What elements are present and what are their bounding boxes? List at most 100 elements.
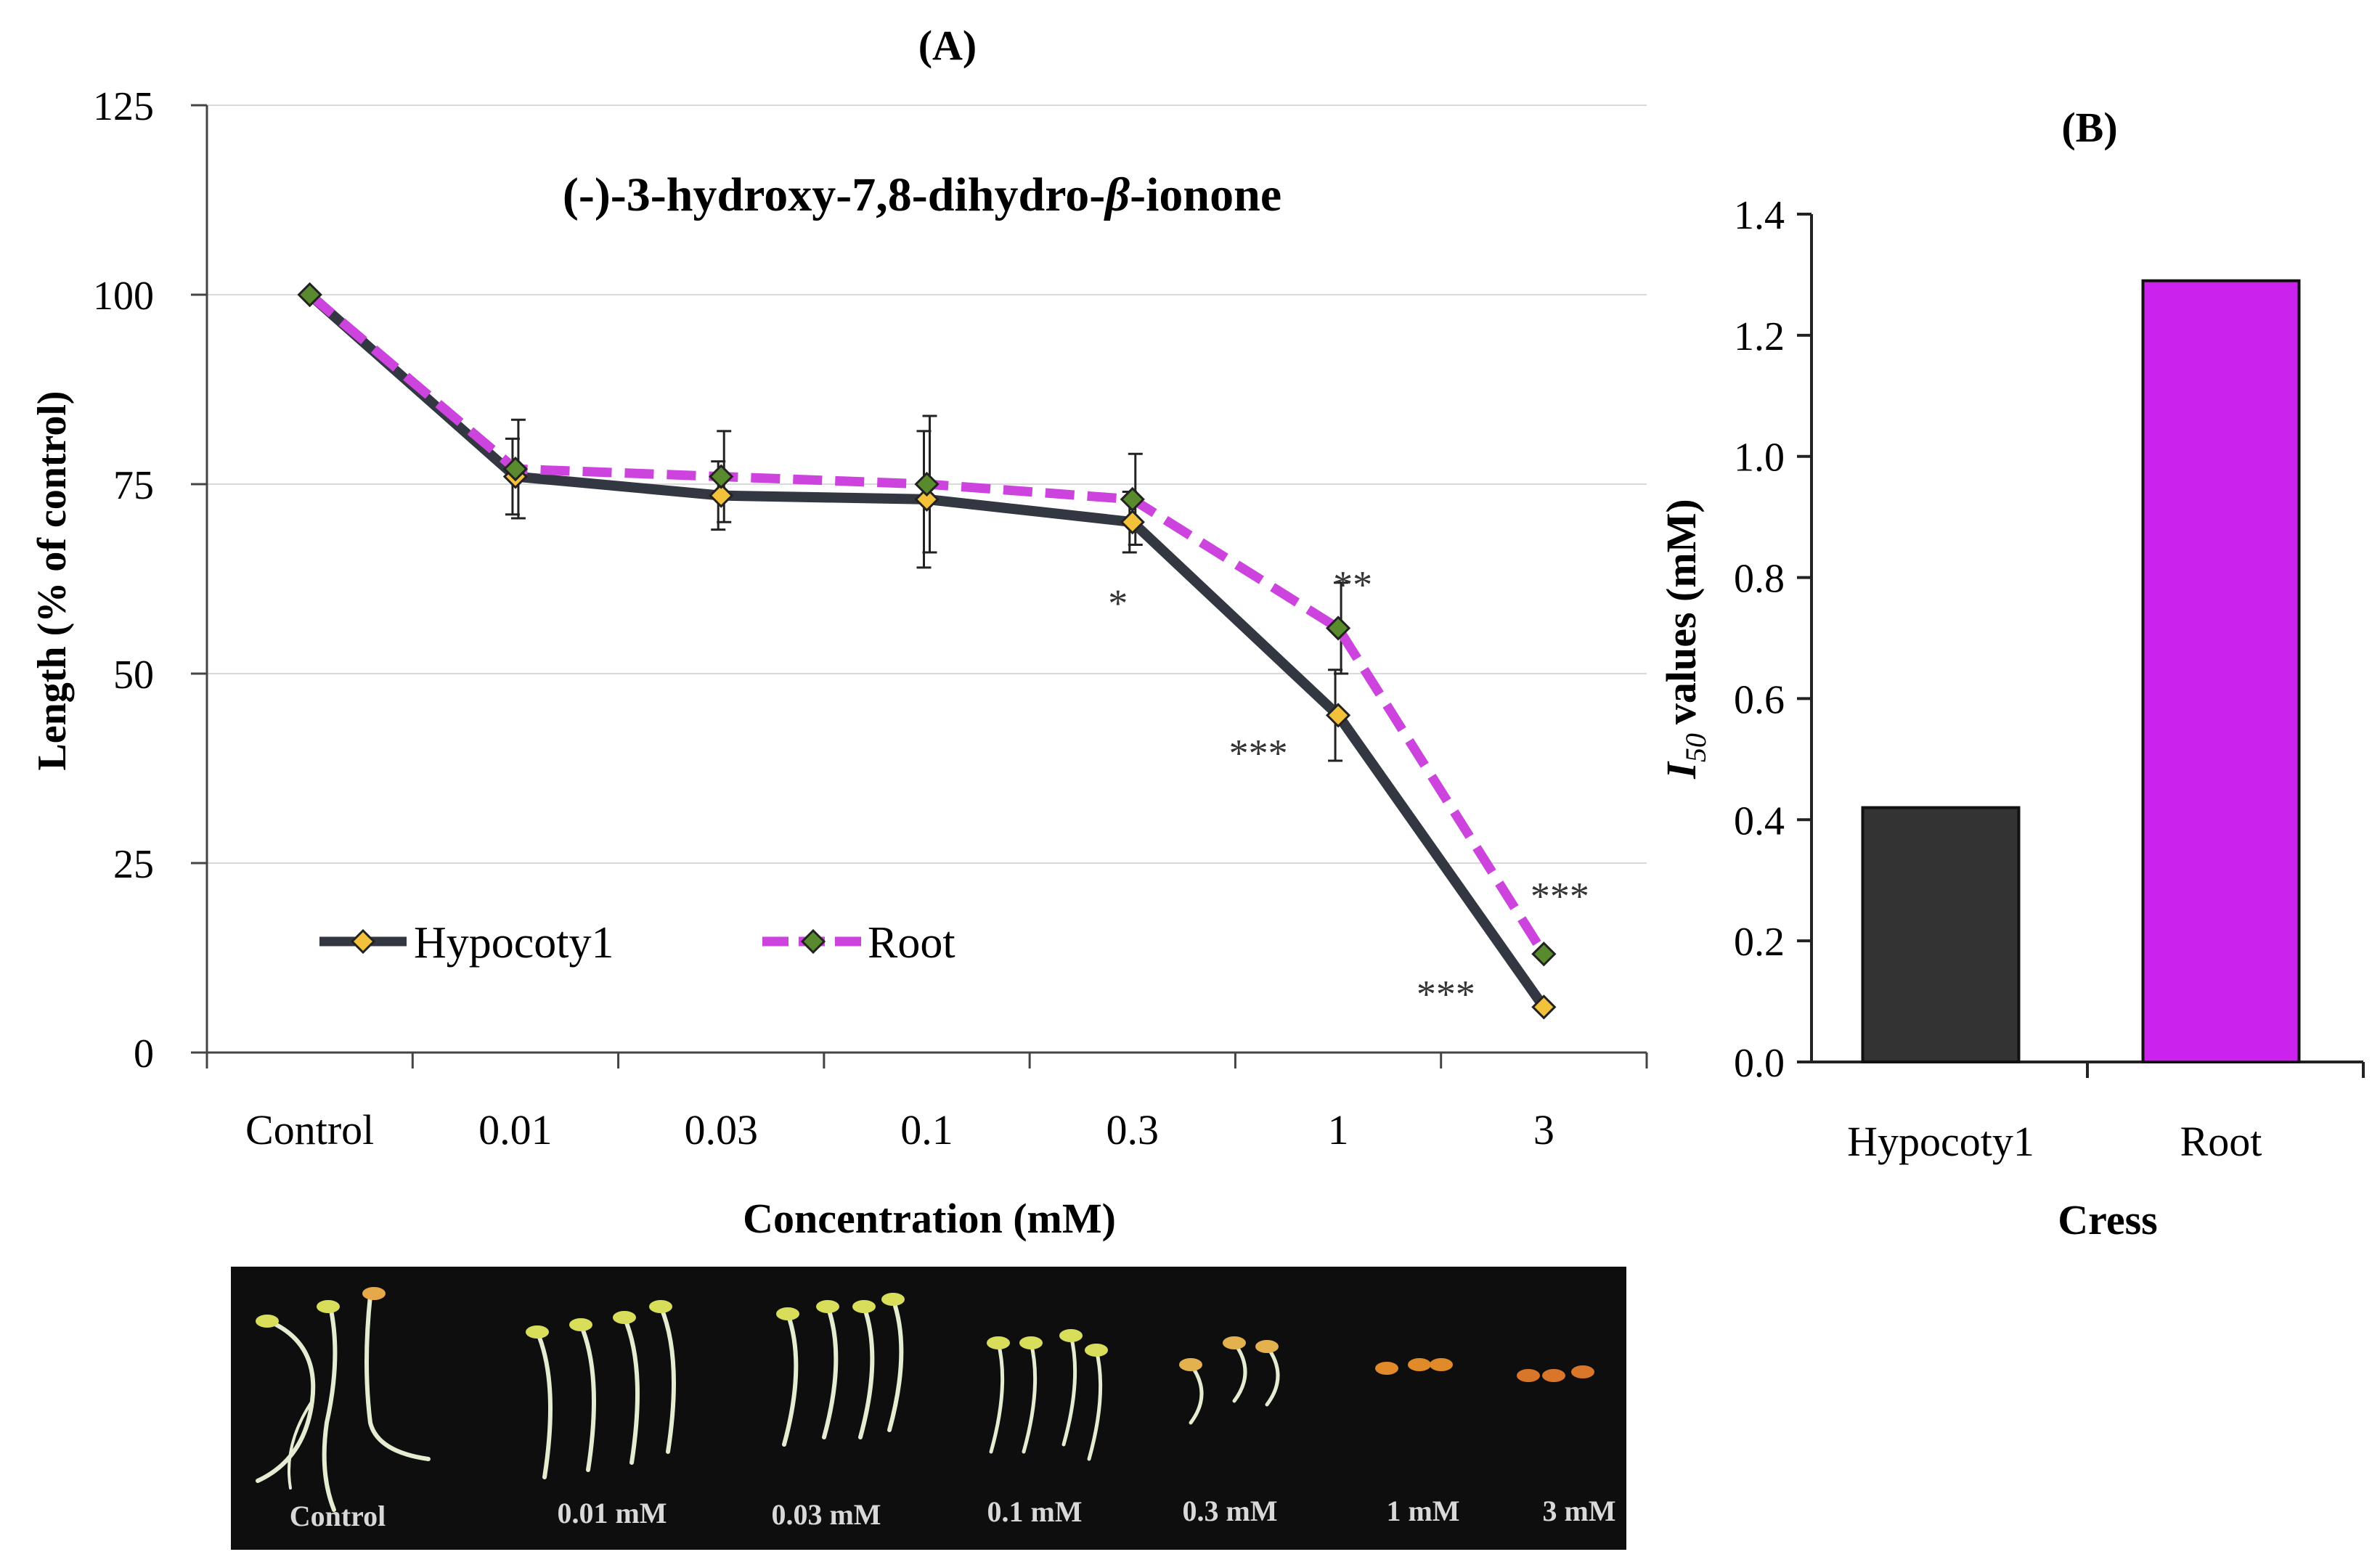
marker-root xyxy=(1120,486,1145,512)
seedling-cotyledon xyxy=(649,1300,672,1313)
marker-root xyxy=(914,471,940,497)
panel-a-series-lines xyxy=(306,290,1549,1010)
marker-root xyxy=(1325,616,1351,641)
y-tick-label: 0.0 xyxy=(1734,1041,1785,1086)
seedling-stem xyxy=(822,1304,839,1439)
seedling-photo: Control 0.01 mM 0.03 mM 0.1 mM 0.3 mM 1 mM 3 m… xyxy=(231,1267,1626,1550)
seedling-stem xyxy=(659,1304,676,1454)
photo-labels: Control 0.01 mM 0.03 mM 0.1 mM 0.3 mM 1 mM 3 m… xyxy=(290,1495,1616,1532)
y-tick-label: 1.4 xyxy=(1734,193,1785,238)
seedling-cotyledon xyxy=(362,1287,386,1300)
panel-b-x-tick-labels: Hypocoty1 Root xyxy=(1847,1062,2365,1165)
seedling-stem xyxy=(1087,1348,1103,1461)
significance-hypocotyl: *** xyxy=(1417,972,1475,1016)
significance-root: *** xyxy=(1531,874,1589,918)
i50-subscript: 50 xyxy=(1679,733,1712,762)
i50-label-text: values (mM) xyxy=(1658,499,1705,724)
y-tick-label: 1.0 xyxy=(1734,436,1785,481)
seedling-cotyledon xyxy=(881,1293,905,1306)
seedling-stem xyxy=(1061,1333,1077,1447)
x-tick-label: 0.3 xyxy=(1107,1106,1160,1153)
significance-hypocotyl: * xyxy=(1108,581,1128,625)
photo-label: 0.01 mM xyxy=(557,1497,667,1529)
marker-hypocotyl xyxy=(709,483,734,508)
y-tick-label: 0 xyxy=(134,1031,154,1076)
significance-hypocotyl: *** xyxy=(1229,731,1288,775)
y-tick-label: 0.2 xyxy=(1734,920,1785,965)
series-line-hypocotyl xyxy=(306,290,1549,1010)
photo-label: 3 mM xyxy=(1542,1495,1615,1527)
seedling-cotyledon xyxy=(852,1300,876,1313)
legend-marker-root xyxy=(800,928,826,955)
legend-label-hypocotyl: Hypocoty1 xyxy=(414,918,614,968)
seedling-drawings xyxy=(256,1287,1594,1512)
legend-label-root: Root xyxy=(868,918,955,968)
seedling-stem xyxy=(887,1297,904,1432)
bar-root xyxy=(2141,279,2301,1063)
photo-background xyxy=(231,1267,1626,1550)
x-tick-label: 3 xyxy=(1533,1106,1554,1153)
panel-b-y-axis-label: I50 values (mM) xyxy=(1658,499,1712,779)
marker-hypocotyl xyxy=(1531,994,1557,1020)
panel-a-x-tick-labels: Control 0.01 0.03 0.1 0.3 1 3 xyxy=(205,1053,1648,1153)
y-tick-label: 0.8 xyxy=(1734,557,1785,602)
seedling-cotyledon xyxy=(1019,1336,1043,1349)
seedling-cotyledon xyxy=(256,1315,279,1328)
y-tick-label: 0.4 xyxy=(1734,798,1785,843)
seedling-stem xyxy=(364,1294,431,1461)
i50-symbol: I xyxy=(1658,761,1705,780)
photo-label: Control xyxy=(290,1500,386,1532)
y-tick-label: 75 xyxy=(113,463,154,508)
panel-b-bars xyxy=(1861,279,2301,1063)
series-line-root xyxy=(306,291,1548,957)
panel-b-label: (B) xyxy=(2061,104,2117,151)
seedling-stem xyxy=(579,1323,596,1472)
seedling-stem xyxy=(1022,1341,1038,1454)
panel-b-x-axis-label: Cress xyxy=(2058,1196,2157,1243)
seedling-stem xyxy=(535,1330,553,1479)
x-tick-label: 0.03 xyxy=(684,1106,758,1153)
panel-a-error-bars xyxy=(505,414,1349,762)
marker-hypocotyl xyxy=(1120,510,1145,535)
photo-label: 0.1 mM xyxy=(987,1495,1082,1528)
seedling-cotyledon xyxy=(613,1311,636,1324)
seedling-stem xyxy=(322,1304,338,1512)
x-tick-label: Root xyxy=(2180,1118,2262,1165)
seedling-cotyledon xyxy=(1517,1369,1540,1382)
photo-label: 1 mM xyxy=(1386,1495,1459,1527)
marker-hypocotyl xyxy=(1325,703,1351,728)
marker-root xyxy=(1531,941,1557,967)
seedling-cotyledon xyxy=(1571,1365,1594,1378)
seedling-cotyledon xyxy=(1408,1358,1431,1371)
panel-b-y-ticks: 0.0 0.2 0.4 0.6 0.8 1.0 1.2 1.4 xyxy=(1734,193,1812,1086)
seedling-stem xyxy=(782,1312,799,1447)
y-tick-label: 1.2 xyxy=(1734,314,1785,359)
legend-marker-hypocotyl xyxy=(350,928,376,955)
seedling-cotyledon xyxy=(569,1318,592,1331)
seedling-cotyledon xyxy=(1375,1362,1398,1375)
seedling-stem xyxy=(622,1315,640,1465)
y-tick-label: 50 xyxy=(113,653,154,698)
x-tick-label: Hypocoty1 xyxy=(1847,1118,2034,1165)
marker-root xyxy=(502,456,529,482)
seedling-stem xyxy=(288,1399,314,1490)
seedling-cotyledon xyxy=(1255,1340,1279,1353)
seedling-cotyledon xyxy=(987,1336,1010,1349)
seedling-cotyledon xyxy=(816,1300,839,1313)
panel-a-label: (A) xyxy=(918,22,977,69)
y-tick-label: 125 xyxy=(93,84,154,129)
x-tick-label: 0.01 xyxy=(478,1106,553,1153)
seedling-cotyledon xyxy=(317,1300,340,1313)
chart-title-part-3: -ionone xyxy=(1130,168,1281,221)
y-tick-label: 100 xyxy=(93,274,154,319)
panel-a-legend: Hypocoty1 Root xyxy=(319,918,955,968)
seedling-cotyledon xyxy=(526,1325,549,1339)
panel-a-y-axis-label: Length (% of control) xyxy=(30,391,75,770)
seedling-stem xyxy=(858,1304,875,1439)
y-tick-label: 25 xyxy=(113,842,154,887)
chart-title-beta: β xyxy=(1103,168,1130,221)
x-tick-label: 0.1 xyxy=(900,1106,953,1153)
panel-b: (B) 0.0 0.2 0.4 0.6 0.8 1.0 1.2 1.4 Hypocoty1 Ro… xyxy=(1658,104,2365,1243)
panel-a-chart-title: (-)-3-hydroxy-7,8-dihydro-β-ionone xyxy=(563,168,1281,221)
